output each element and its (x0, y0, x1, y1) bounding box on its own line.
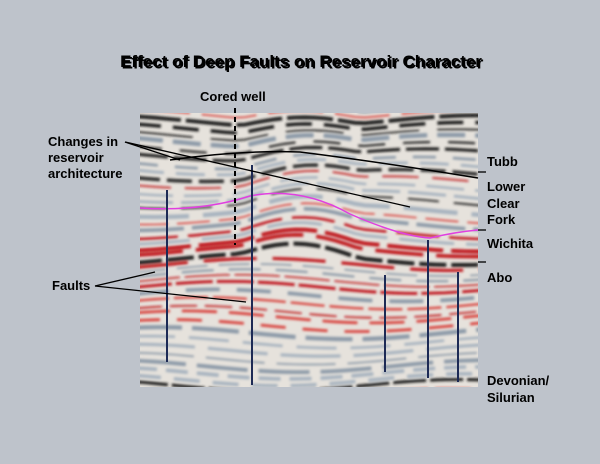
callout-line (124, 141, 411, 208)
horizon-label: Silurian (487, 390, 535, 405)
title-shadow: Effect of Deep Faults on Reservoir Chara… (122, 54, 484, 73)
seismic-reflector (140, 279, 478, 295)
seismic-reflector (140, 157, 478, 177)
horizon-label: Fork (487, 212, 516, 227)
seismic-reflector (140, 274, 478, 288)
callout-line (94, 285, 247, 303)
callout-line (124, 141, 181, 161)
seismic-reflector (140, 263, 478, 277)
seismic-reflector (140, 309, 478, 325)
annotation: Faults (52, 278, 90, 293)
seismic-reflector (140, 181, 478, 205)
seismic-reflector (140, 365, 478, 381)
seismic-reflector (140, 325, 478, 342)
title: Effect of Deep Faults on Reservoir Chara… (120, 52, 482, 71)
horizon-label: Clear (487, 196, 520, 211)
seismic-reflector (140, 176, 478, 198)
seismic-reflector (140, 169, 478, 190)
seismic-reflector (140, 372, 478, 387)
horizon-label: Tubb (487, 154, 518, 169)
seismic-reflector (140, 241, 478, 267)
seismic-reflector (140, 202, 478, 226)
seismic-reflector (140, 256, 478, 272)
seismic-bands (140, 113, 478, 387)
seismic-reflector (140, 351, 478, 366)
seismic-reflector (140, 318, 478, 333)
overlay-lines (94, 108, 486, 385)
seismic-reflector (140, 140, 478, 156)
seismic-reflector (140, 145, 478, 163)
annotation: architecture (48, 166, 122, 181)
seismic-reflector (140, 152, 478, 171)
horizon-line (169, 150, 479, 179)
seismic-reflector (140, 287, 478, 304)
seismic-reflector (140, 334, 478, 350)
seismic-reflector (140, 120, 478, 135)
horizon-label: Devonian/ (487, 373, 550, 388)
horizon-label: Abo (487, 270, 512, 285)
seismic-reflector (140, 227, 478, 254)
seismic-reflector (140, 194, 478, 220)
annotation: Cored well (200, 89, 266, 104)
seismic-reflector (140, 304, 478, 319)
seismic-reflector (140, 296, 478, 311)
seismic-reflector (140, 132, 478, 149)
annotation: Changes in (48, 134, 118, 149)
seismic-reflector (140, 221, 478, 246)
annotation: reservoir (48, 150, 104, 165)
seismic-reflector (140, 113, 478, 128)
seismic-reflector (140, 206, 478, 233)
seismic-reflector (140, 342, 478, 358)
callout-line (94, 271, 156, 287)
horizon-label: Wichita (487, 236, 534, 251)
seismic-reflector (140, 128, 478, 142)
seismic-reflector (140, 216, 478, 241)
horizon-label: Lower (487, 179, 525, 194)
seismic-reflector (140, 268, 478, 283)
seismic-reflector (140, 358, 478, 374)
horizon-line (139, 192, 479, 239)
